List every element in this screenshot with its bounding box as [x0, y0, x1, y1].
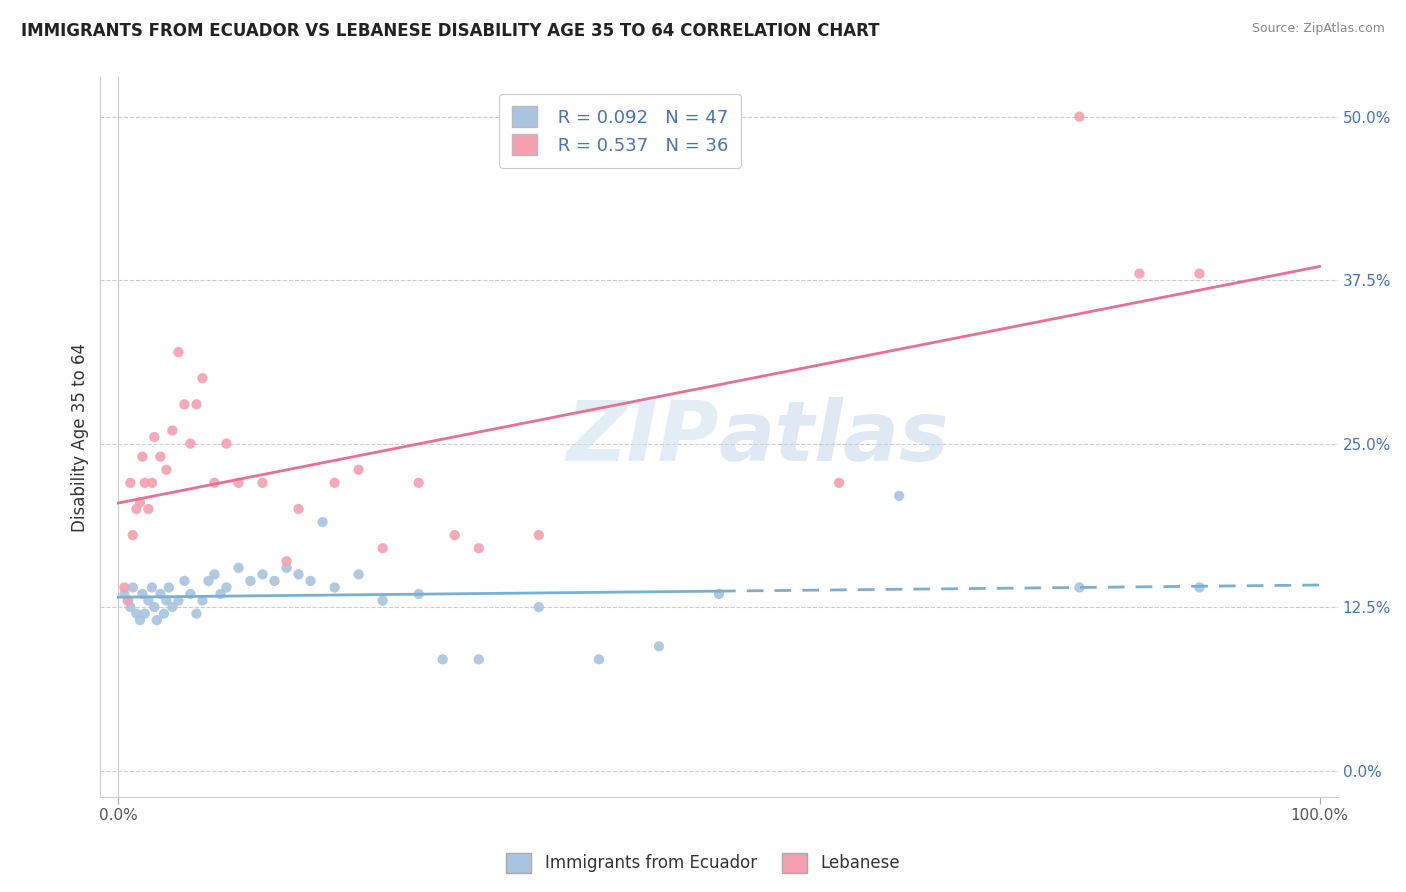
Point [125, 607, 148, 621]
Point [287, 567, 309, 582]
Point [276, 561, 298, 575]
Point [1069, 110, 1091, 124]
Point [371, 593, 394, 607]
Point [204, 567, 226, 582]
Point [323, 581, 346, 595]
Point [143, 430, 166, 444]
Point [204, 475, 226, 490]
Legend: Immigrants from Ecuador, Lebanese: Immigrants from Ecuador, Lebanese [499, 847, 907, 880]
Point [129, 613, 152, 627]
Point [120, 600, 142, 615]
Point [311, 515, 333, 529]
Point [1069, 581, 1091, 595]
Point [149, 587, 172, 601]
Point [648, 640, 671, 654]
Point [252, 567, 274, 582]
Point [287, 502, 309, 516]
Point [121, 581, 143, 595]
Point [162, 424, 184, 438]
Point [1188, 581, 1211, 595]
Point [186, 607, 208, 621]
Point [228, 475, 250, 490]
Point [120, 475, 142, 490]
Point [215, 581, 238, 595]
Point [347, 567, 370, 582]
Point [146, 613, 169, 627]
Point [186, 397, 208, 411]
Point [155, 593, 177, 607]
Point [141, 475, 163, 490]
Point [408, 587, 430, 601]
Text: IMMIGRANTS FROM ECUADOR VS LEBANESE DISABILITY AGE 35 TO 64 CORRELATION CHART: IMMIGRANTS FROM ECUADOR VS LEBANESE DISA… [21, 22, 880, 40]
Point [157, 581, 180, 595]
Point [371, 541, 394, 556]
Point [179, 587, 201, 601]
Point [191, 371, 214, 385]
Legend:  R = 0.092   N = 47,  R = 0.537   N = 36: R = 0.092 N = 47, R = 0.537 N = 36 [499, 94, 741, 168]
Point [443, 528, 465, 542]
Point [323, 475, 346, 490]
Point [347, 463, 370, 477]
Point [134, 475, 156, 490]
Y-axis label: Disability Age 35 to 64: Disability Age 35 to 64 [72, 343, 89, 532]
Point [134, 607, 156, 621]
Point [167, 593, 190, 607]
Point [125, 502, 148, 516]
Point [209, 587, 232, 601]
Point [828, 475, 851, 490]
Point [112, 581, 135, 595]
Point [1128, 267, 1150, 281]
Point [263, 574, 285, 588]
Point [149, 450, 172, 464]
Point [138, 502, 160, 516]
Point [588, 652, 610, 666]
Point [299, 574, 322, 588]
Point [117, 593, 139, 607]
Point [129, 495, 152, 509]
Point [1188, 267, 1211, 281]
Point [527, 528, 550, 542]
Point [173, 574, 195, 588]
Point [276, 554, 298, 568]
Point [197, 574, 219, 588]
Point [117, 593, 139, 607]
Point [141, 581, 163, 595]
Point [889, 489, 911, 503]
Point [167, 345, 190, 359]
Point [112, 587, 135, 601]
Point [527, 600, 550, 615]
Point [252, 475, 274, 490]
Point [153, 607, 176, 621]
Point [239, 574, 262, 588]
Text: atlas: atlas [718, 397, 949, 477]
Point [162, 600, 184, 615]
Text: Source: ZipAtlas.com: Source: ZipAtlas.com [1251, 22, 1385, 36]
Point [468, 541, 491, 556]
Point [143, 600, 166, 615]
Point [138, 593, 160, 607]
Point [131, 450, 153, 464]
Point [191, 593, 214, 607]
Point [432, 652, 454, 666]
Point [179, 436, 201, 450]
Point [121, 528, 143, 542]
Point [155, 463, 177, 477]
Text: ZIP: ZIP [567, 397, 718, 477]
Point [173, 397, 195, 411]
Point [215, 436, 238, 450]
Point [707, 587, 730, 601]
Point [408, 475, 430, 490]
Point [468, 652, 491, 666]
Point [228, 561, 250, 575]
Point [131, 587, 153, 601]
